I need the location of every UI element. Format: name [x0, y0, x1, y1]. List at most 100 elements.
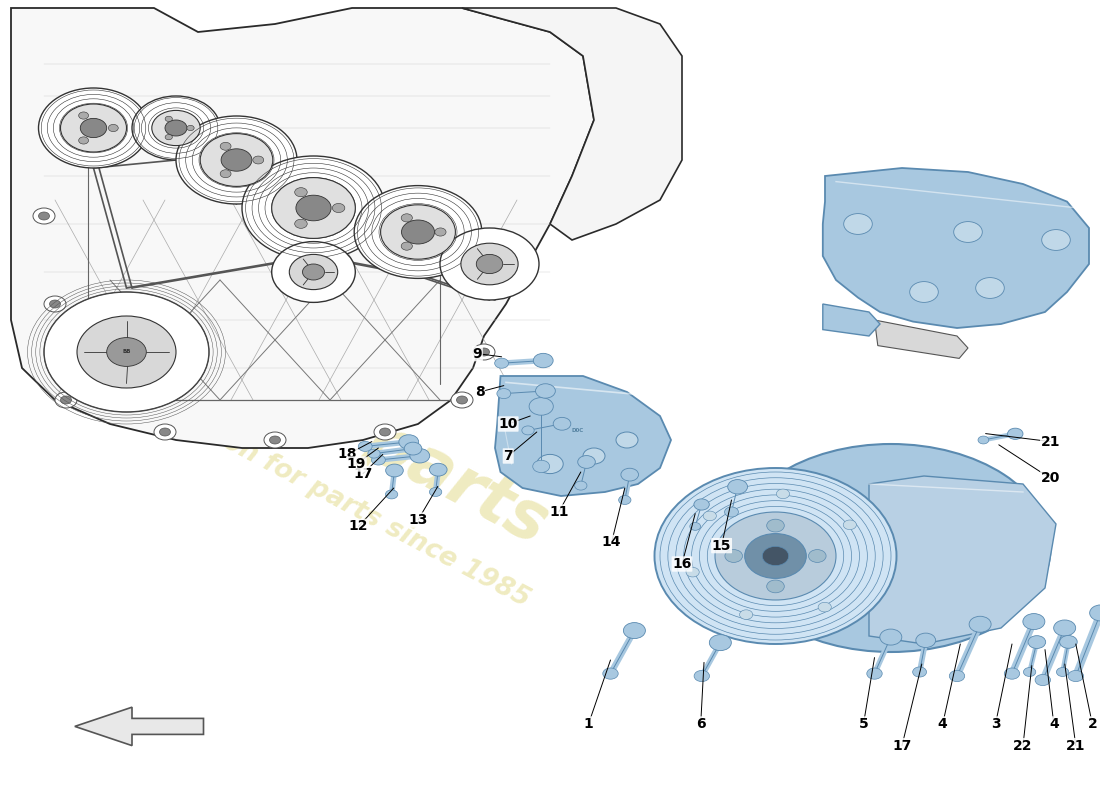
Circle shape	[429, 487, 442, 497]
Circle shape	[1068, 670, 1084, 682]
Text: 17: 17	[892, 738, 912, 753]
Circle shape	[55, 392, 77, 408]
Circle shape	[620, 468, 638, 481]
Circle shape	[916, 633, 936, 647]
Circle shape	[379, 428, 390, 436]
Text: D0C: D0C	[571, 428, 584, 433]
Circle shape	[728, 479, 748, 494]
Circle shape	[1028, 636, 1046, 649]
Circle shape	[910, 282, 938, 302]
Text: 13: 13	[408, 513, 428, 527]
Circle shape	[686, 567, 700, 577]
Text: 9: 9	[473, 346, 482, 361]
Circle shape	[913, 667, 926, 677]
Circle shape	[410, 449, 430, 463]
Circle shape	[745, 534, 806, 578]
Circle shape	[221, 149, 252, 171]
Polygon shape	[823, 304, 880, 336]
Circle shape	[381, 205, 455, 259]
Circle shape	[978, 436, 989, 444]
Circle shape	[461, 243, 518, 285]
Circle shape	[529, 398, 553, 415]
Text: 6: 6	[696, 717, 705, 731]
Circle shape	[332, 203, 344, 213]
Circle shape	[296, 195, 331, 221]
Circle shape	[1056, 667, 1069, 677]
Circle shape	[880, 629, 902, 645]
Circle shape	[521, 426, 535, 435]
Circle shape	[949, 670, 965, 682]
Circle shape	[1008, 428, 1023, 439]
Circle shape	[44, 292, 209, 412]
Circle shape	[777, 489, 790, 498]
Circle shape	[367, 449, 381, 458]
Text: 20: 20	[1041, 471, 1060, 486]
Circle shape	[603, 668, 618, 679]
Circle shape	[1059, 635, 1077, 648]
Circle shape	[537, 454, 563, 474]
Circle shape	[79, 112, 89, 119]
Circle shape	[78, 137, 88, 144]
Polygon shape	[869, 476, 1056, 644]
Polygon shape	[75, 707, 204, 746]
Text: 21: 21	[1066, 738, 1086, 753]
Text: 3: 3	[991, 717, 1000, 731]
Circle shape	[1035, 674, 1050, 686]
Circle shape	[725, 550, 742, 562]
Circle shape	[462, 280, 484, 296]
Text: 14: 14	[602, 535, 621, 550]
Circle shape	[497, 389, 510, 398]
Circle shape	[220, 142, 231, 150]
Circle shape	[272, 178, 355, 238]
Circle shape	[272, 242, 355, 302]
Circle shape	[60, 396, 72, 404]
Circle shape	[354, 186, 482, 278]
Circle shape	[478, 348, 490, 356]
Circle shape	[867, 668, 882, 679]
Circle shape	[710, 634, 732, 650]
Circle shape	[132, 96, 220, 160]
Circle shape	[154, 424, 176, 440]
Circle shape	[583, 448, 605, 464]
Circle shape	[77, 316, 176, 388]
Circle shape	[739, 610, 752, 619]
Circle shape	[402, 220, 434, 244]
Text: 1: 1	[584, 717, 593, 731]
Polygon shape	[874, 320, 968, 358]
Circle shape	[715, 512, 836, 600]
Circle shape	[440, 228, 539, 300]
Circle shape	[33, 208, 55, 224]
Circle shape	[574, 481, 587, 490]
Circle shape	[578, 455, 595, 468]
Circle shape	[200, 134, 273, 186]
Circle shape	[434, 228, 447, 236]
Text: 2: 2	[1088, 717, 1097, 731]
Circle shape	[456, 220, 468, 228]
Circle shape	[532, 460, 550, 473]
Text: 4: 4	[1049, 717, 1058, 731]
Circle shape	[385, 490, 398, 499]
Circle shape	[616, 432, 638, 448]
Circle shape	[44, 112, 66, 128]
Text: 7: 7	[504, 449, 513, 463]
Circle shape	[976, 278, 1004, 298]
Circle shape	[359, 442, 372, 451]
Circle shape	[402, 242, 412, 250]
Circle shape	[703, 511, 716, 521]
Circle shape	[818, 602, 832, 612]
Circle shape	[456, 396, 468, 404]
Text: 19: 19	[346, 457, 366, 471]
Text: 12: 12	[349, 519, 368, 534]
Circle shape	[694, 499, 710, 510]
Circle shape	[386, 464, 404, 477]
Circle shape	[473, 344, 495, 360]
Text: 8: 8	[475, 385, 484, 399]
Circle shape	[50, 300, 60, 308]
Circle shape	[451, 216, 473, 232]
Circle shape	[694, 670, 710, 682]
Text: eurocarparts: eurocarparts	[100, 273, 560, 559]
Text: 21: 21	[1041, 434, 1060, 449]
Circle shape	[429, 463, 447, 476]
Text: 11: 11	[549, 505, 569, 519]
Circle shape	[1090, 605, 1100, 621]
